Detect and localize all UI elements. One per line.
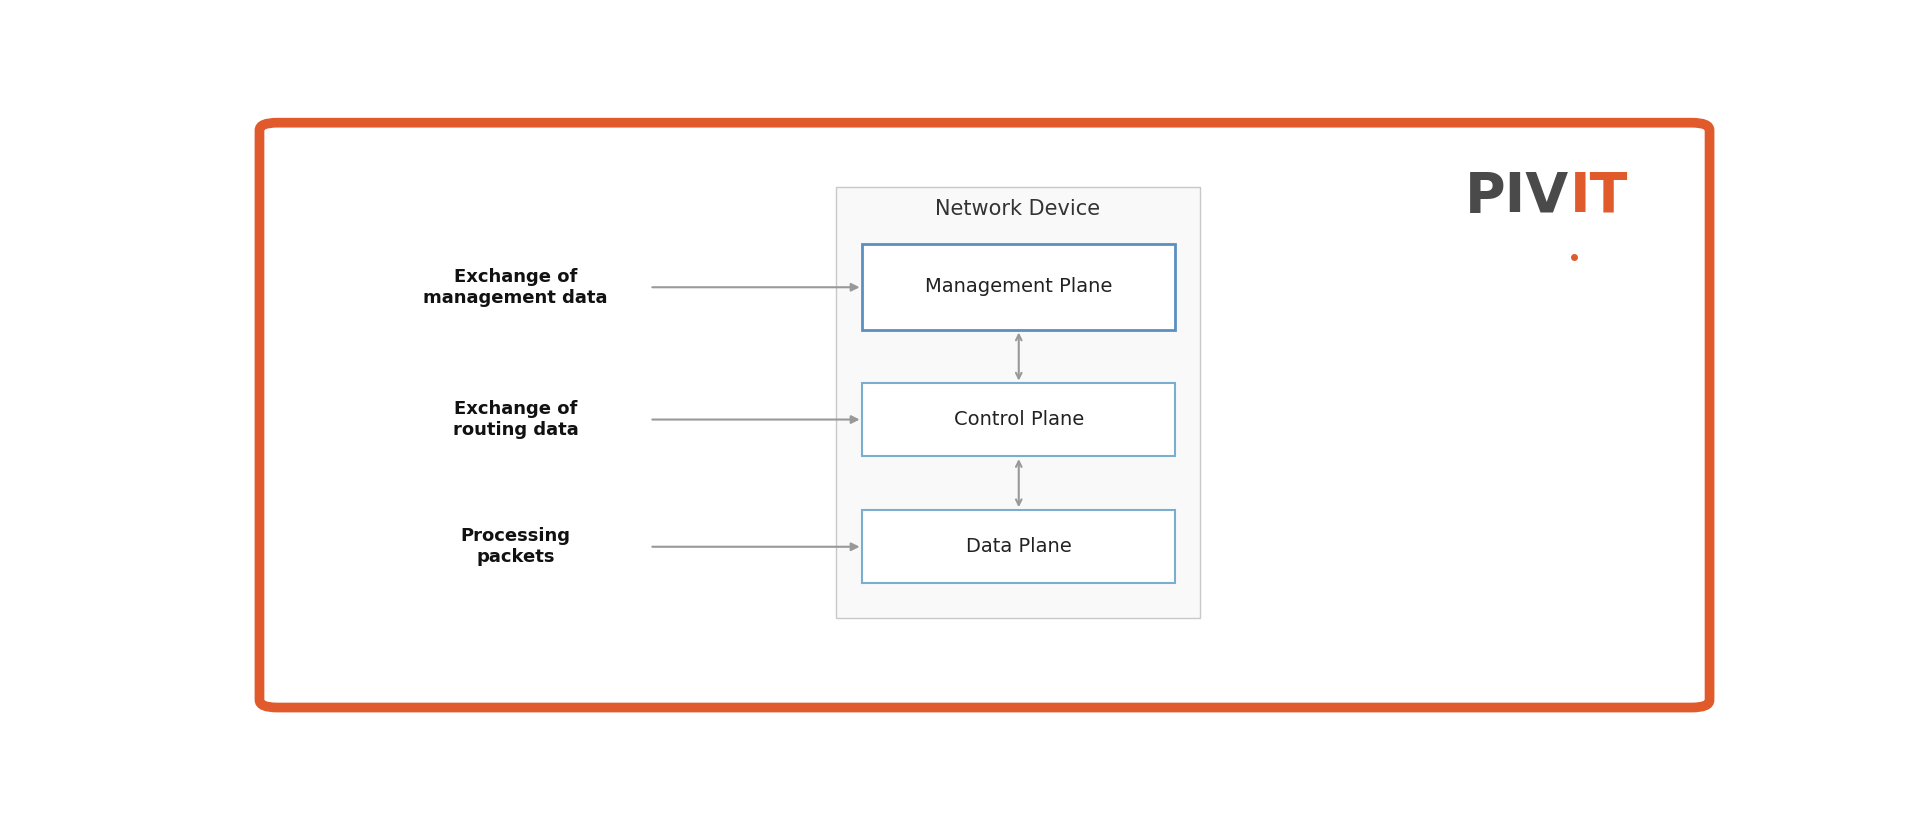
Text: IT: IT [1569, 170, 1627, 224]
Text: Management Plane: Management Plane [926, 278, 1112, 297]
Text: PIV: PIV [1466, 170, 1569, 224]
FancyBboxPatch shape [863, 244, 1176, 330]
FancyBboxPatch shape [863, 383, 1176, 456]
Text: Processing
packets: Processing packets [461, 528, 571, 566]
FancyBboxPatch shape [863, 510, 1176, 583]
Text: Data Plane: Data Plane [966, 537, 1072, 556]
Text: Network Device: Network Device [936, 200, 1101, 219]
Text: Exchange of
management data: Exchange of management data [423, 268, 607, 307]
Text: Control Plane: Control Plane [953, 410, 1083, 429]
Text: Exchange of
routing data: Exchange of routing data [453, 400, 578, 439]
FancyBboxPatch shape [836, 187, 1201, 617]
